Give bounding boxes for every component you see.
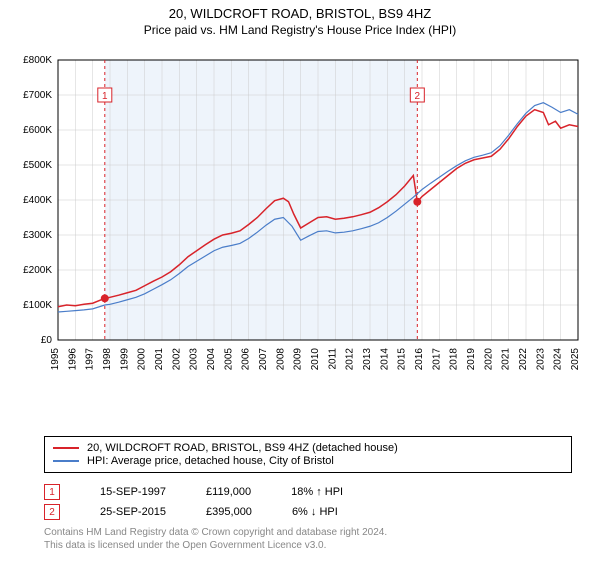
legend-swatch <box>53 447 79 449</box>
svg-text:2003: 2003 <box>189 348 200 371</box>
svg-text:2011: 2011 <box>327 348 338 370</box>
svg-text:£600K: £600K <box>23 125 52 136</box>
legend-swatch <box>53 460 79 462</box>
svg-text:1995: 1995 <box>50 348 61 371</box>
sale-price: £119,000 <box>206 486 251 498</box>
legend-item: 20, WILDCROFT ROAD, BRISTOL, BS9 4HZ (de… <box>53 442 563 454</box>
attribution: Contains HM Land Registry data © Crown c… <box>44 526 387 552</box>
legend-label: 20, WILDCROFT ROAD, BRISTOL, BS9 4HZ (de… <box>87 442 398 454</box>
svg-text:£200K: £200K <box>23 265 52 276</box>
chart-container: 20, WILDCROFT ROAD, BRISTOL, BS9 4HZ Pri… <box>0 6 600 566</box>
svg-text:2001: 2001 <box>154 348 165 371</box>
svg-text:2018: 2018 <box>449 348 460 371</box>
svg-text:2020: 2020 <box>483 348 494 371</box>
sale-row: 1 15-SEP-1997 £119,000 18% ↑ HPI <box>44 484 343 500</box>
sale-delta: 18% ↑ HPI <box>291 486 343 498</box>
legend-label: HPI: Average price, detached house, City… <box>87 455 334 467</box>
page-title: 20, WILDCROFT ROAD, BRISTOL, BS9 4HZ <box>0 6 600 21</box>
svg-text:2010: 2010 <box>310 348 321 371</box>
attribution-line: Contains HM Land Registry data © Crown c… <box>44 526 387 539</box>
svg-text:£100K: £100K <box>23 300 52 311</box>
line-chart-svg: £0 £100K £200K £300K £400K £500K £600K £700K £80… <box>10 50 590 390</box>
svg-text:2006: 2006 <box>241 348 252 371</box>
svg-text:£400K: £400K <box>23 195 52 206</box>
svg-text:2023: 2023 <box>535 348 546 371</box>
sale-delta: 6% ↓ HPI <box>292 506 338 518</box>
svg-text:2015: 2015 <box>397 348 408 371</box>
svg-text:2004: 2004 <box>206 348 217 371</box>
chart-area: £0 £100K £200K £300K £400K £500K £600K £700K £80… <box>10 50 590 390</box>
svg-text:2: 2 <box>415 91 421 102</box>
svg-text:2024: 2024 <box>553 348 564 371</box>
sales-list: 1 15-SEP-1997 £119,000 18% ↑ HPI 2 25-SE… <box>44 480 343 524</box>
legend: 20, WILDCROFT ROAD, BRISTOL, BS9 4HZ (de… <box>44 436 572 473</box>
svg-text:£0: £0 <box>41 335 53 346</box>
legend-item: HPI: Average price, detached house, City… <box>53 455 563 467</box>
svg-text:2025: 2025 <box>570 348 581 371</box>
svg-text:2013: 2013 <box>362 348 373 371</box>
sale-marker-icon: 1 <box>44 484 60 500</box>
svg-text:2016: 2016 <box>414 348 425 371</box>
svg-text:£700K: £700K <box>23 90 52 101</box>
svg-text:1: 1 <box>102 91 108 102</box>
svg-text:1997: 1997 <box>85 348 96 371</box>
svg-text:£800K: £800K <box>23 55 52 66</box>
svg-text:2008: 2008 <box>275 348 286 371</box>
page-subtitle: Price paid vs. HM Land Registry's House … <box>0 23 600 37</box>
svg-text:1999: 1999 <box>119 348 130 371</box>
svg-text:2017: 2017 <box>431 348 442 371</box>
sale-price: £395,000 <box>206 506 252 518</box>
svg-text:2022: 2022 <box>518 348 529 371</box>
svg-text:2000: 2000 <box>137 348 148 371</box>
svg-text:£500K: £500K <box>23 160 52 171</box>
svg-text:2007: 2007 <box>258 348 269 371</box>
svg-text:2002: 2002 <box>171 348 182 371</box>
attribution-line: This data is licensed under the Open Gov… <box>44 539 387 552</box>
svg-text:1998: 1998 <box>102 348 113 371</box>
svg-text:2019: 2019 <box>466 348 477 371</box>
sale-row: 2 25-SEP-2015 £395,000 6% ↓ HPI <box>44 504 343 520</box>
svg-text:2012: 2012 <box>345 348 356 371</box>
sale-marker-icon: 2 <box>44 504 60 520</box>
sale-date: 25-SEP-2015 <box>100 506 166 518</box>
svg-text:1996: 1996 <box>67 348 78 371</box>
svg-text:2014: 2014 <box>379 348 390 371</box>
svg-text:£300K: £300K <box>23 230 52 241</box>
svg-text:2005: 2005 <box>223 348 234 371</box>
sale-date: 15-SEP-1997 <box>100 486 166 498</box>
svg-text:2009: 2009 <box>293 348 304 371</box>
svg-text:2021: 2021 <box>501 348 512 371</box>
